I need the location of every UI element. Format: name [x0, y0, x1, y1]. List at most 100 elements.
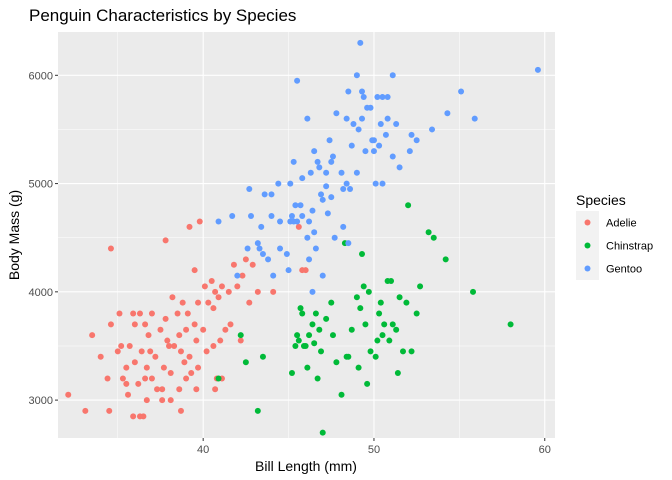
point-adelie: [183, 326, 190, 333]
point-adelie: [142, 321, 149, 328]
point-gentoo: [353, 72, 360, 79]
point-gentoo: [290, 218, 297, 225]
point-adelie: [116, 310, 123, 317]
point-chinstrap: [403, 299, 410, 306]
point-gentoo: [406, 148, 413, 155]
point-adelie: [208, 278, 215, 285]
x-tick-label: 40: [197, 444, 209, 456]
point-gentoo: [384, 115, 391, 122]
legend-label-chinstrap: Chinstrap: [606, 241, 653, 253]
point-gentoo: [324, 210, 331, 217]
point-chinstrap: [374, 337, 381, 344]
point-adelie: [166, 342, 173, 349]
point-gentoo: [290, 158, 297, 165]
point-gentoo: [379, 93, 386, 100]
point-gentoo: [311, 229, 318, 236]
point-gentoo: [359, 88, 366, 95]
point-chinstrap: [413, 310, 420, 317]
legend: Species Adelie Chinstrap Gentoo: [576, 192, 653, 280]
point-gentoo: [294, 77, 301, 84]
y-axis-title: Body Mass (g): [6, 190, 22, 280]
point-adelie: [97, 353, 104, 360]
point-chinstrap: [389, 321, 396, 328]
point-gentoo: [376, 142, 383, 149]
point-gentoo: [367, 104, 374, 111]
point-gentoo: [314, 158, 321, 165]
point-gentoo: [261, 191, 268, 198]
point-adelie: [186, 223, 193, 230]
point-adelie: [143, 397, 150, 404]
point-adelie: [193, 386, 200, 393]
point-adelie: [174, 310, 181, 317]
point-adelie: [160, 364, 167, 371]
point-gentoo: [277, 245, 284, 252]
point-gentoo: [215, 218, 222, 225]
point-adelie: [162, 315, 169, 322]
point-adelie: [302, 267, 309, 274]
point-gentoo: [382, 131, 389, 138]
point-gentoo: [372, 180, 379, 187]
point-chinstrap: [430, 234, 437, 241]
point-adelie: [89, 332, 96, 339]
point-gentoo: [343, 115, 350, 122]
point-gentoo: [389, 153, 396, 160]
point-adelie: [136, 310, 143, 317]
point-gentoo: [331, 234, 338, 241]
point-adelie: [82, 407, 89, 414]
point-adelie: [142, 375, 149, 382]
y-tick-label: 4000: [29, 287, 53, 299]
point-adelie: [164, 337, 171, 344]
point-adelie: [169, 294, 176, 301]
point-adelie: [123, 364, 130, 371]
point-gentoo: [379, 180, 386, 187]
point-gentoo: [288, 213, 295, 220]
point-gentoo: [359, 115, 366, 122]
point-gentoo: [306, 256, 313, 263]
data-points: [65, 39, 541, 436]
point-chinstrap: [362, 321, 369, 328]
point-chinstrap: [399, 348, 406, 355]
point-adelie: [193, 337, 200, 344]
point-gentoo: [343, 180, 350, 187]
point-chinstrap: [442, 256, 449, 263]
point-adelie: [195, 299, 202, 306]
point-chinstrap: [295, 337, 302, 344]
point-chinstrap: [259, 353, 266, 360]
point-chinstrap: [359, 250, 366, 257]
point-gentoo: [247, 213, 254, 220]
point-adelie: [227, 321, 234, 328]
point-adelie: [201, 283, 208, 290]
point-chinstrap: [309, 321, 316, 328]
point-gentoo: [304, 115, 311, 122]
point-gentoo: [309, 288, 316, 295]
point-gentoo: [384, 93, 391, 100]
point-chinstrap: [396, 294, 403, 301]
point-gentoo: [347, 185, 354, 192]
point-gentoo: [244, 245, 251, 252]
point-chinstrap: [254, 407, 261, 414]
point-adelie: [131, 359, 138, 366]
point-adelie: [130, 413, 137, 420]
point-chinstrap: [377, 299, 384, 306]
point-gentoo: [287, 180, 294, 187]
point-chinstrap: [388, 278, 395, 285]
point-gentoo: [259, 250, 266, 257]
point-adelie: [104, 375, 111, 382]
point-chinstrap: [304, 364, 311, 371]
point-adelie: [162, 237, 169, 244]
point-chinstrap: [300, 342, 307, 349]
point-gentoo: [362, 148, 369, 155]
point-adelie: [218, 283, 225, 290]
point-gentoo: [413, 137, 420, 144]
point-chinstrap: [299, 310, 306, 317]
point-adelie: [123, 380, 130, 387]
point-gentoo: [458, 88, 465, 95]
point-adelie: [126, 342, 133, 349]
point-chinstrap: [425, 229, 432, 236]
point-gentoo: [258, 223, 265, 230]
point-gentoo: [234, 272, 241, 279]
point-adelie: [186, 353, 193, 360]
point-adelie: [159, 386, 166, 393]
point-chinstrap: [292, 342, 299, 349]
point-adelie: [136, 413, 143, 420]
